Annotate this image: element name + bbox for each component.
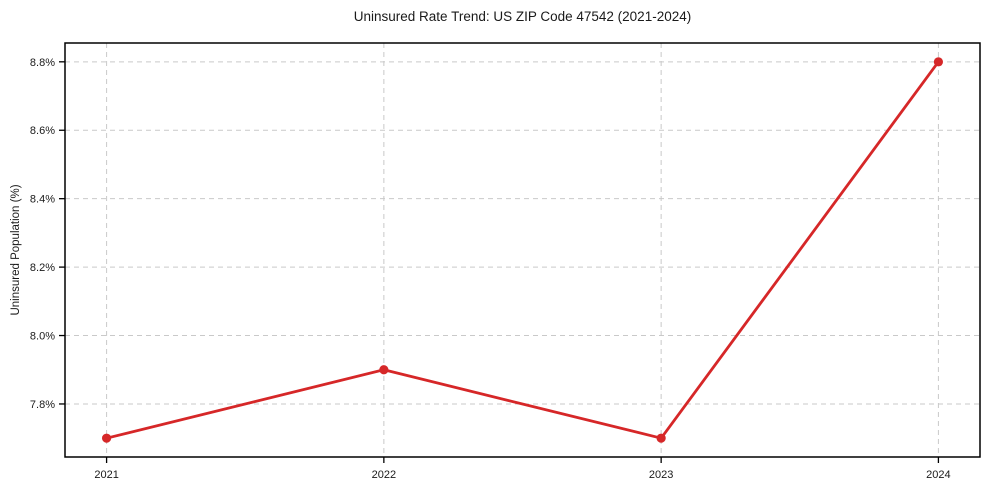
data-point-marker [656,433,666,443]
data-point-marker [101,433,112,443]
chart-title: Uninsured Rate Trend: US ZIP Code 47542 … [353,9,692,24]
plot-frame [64,42,981,458]
trend-line [105,60,940,440]
y-tick-label: 8.0% [30,331,55,343]
y-tick-label: 8.8% [30,57,55,69]
y-tick-label: 8.2% [30,262,55,274]
y-tick-label: 8.6% [30,125,55,137]
y-tick-label: 7.8% [30,399,55,411]
x-tick-label: 2024 [926,469,950,481]
x-tick-label: 2022 [372,469,396,481]
data-point-marker [379,365,389,375]
x-tick-label: 2021 [94,469,118,481]
data-point-marker [933,57,944,67]
x-tick-label: 2023 [649,469,673,481]
y-tick-label: 8.4% [30,194,55,206]
